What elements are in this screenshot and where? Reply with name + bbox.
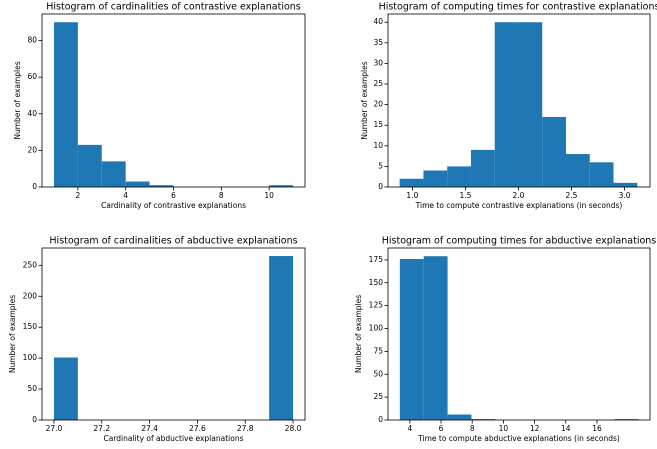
y-tick-label: 125 [369,301,384,310]
x-tick-label: 4 [123,191,128,200]
x-tick-label: 1.0 [406,191,418,200]
bar [399,178,424,187]
bar [471,419,496,420]
y-tick-label: 50 [373,369,383,378]
y-tick-label: 20 [27,145,37,154]
y-tick-label: 200 [23,291,38,300]
x-tick-label: 27.2 [93,424,110,433]
x-tick-label: 12 [530,424,540,433]
y-tick-label: 5 [378,161,383,170]
bar [149,185,174,187]
bar [518,22,543,187]
y-tick-label: 0 [32,415,37,424]
y-tick-label: 40 [27,109,37,118]
x-tick-label: 3.0 [619,191,631,200]
x-tick-label: 14 [561,424,571,433]
bar [269,185,294,187]
bar [101,161,126,187]
y-tick-label: 100 [369,324,384,333]
x-tick-label: 27.6 [189,424,206,433]
bar [589,162,614,187]
y-tick-label: 30 [373,58,383,67]
bar [53,22,78,187]
y-tick-label: 80 [27,36,37,45]
bar [613,182,638,187]
y-axis-label: Number of examples [360,61,369,139]
bar [423,256,448,420]
x-tick-label: 8 [470,424,475,433]
y-axis-label: Number of examples [354,295,363,373]
bar [269,256,294,420]
bar [423,170,448,187]
x-tick-label: 27.0 [46,424,63,433]
y-tick-label: 150 [369,278,384,287]
y-tick-label: 0 [378,415,383,424]
x-tick-label: 10 [264,191,274,200]
axes-frame [41,247,306,421]
x-tick-label: 16 [592,424,602,433]
x-tick-label: 6 [439,424,444,433]
bar [542,116,566,187]
bar [565,154,590,187]
bar [399,258,424,420]
bar [77,144,102,187]
y-tick-label: 50 [27,384,37,393]
chart-title: Histogram of cardinalities of contrastiv… [46,2,301,13]
y-tick-label: 40 [373,17,383,26]
x-tick-label: 1.5 [459,191,471,200]
x-tick-label: 4 [407,424,412,433]
x-axis-label: Time to compute contrastive explanations… [415,201,623,210]
y-tick-label: 0 [32,182,37,191]
bar [125,181,150,187]
x-tick-label: 27.4 [141,424,158,433]
y-tick-label: 150 [23,322,38,331]
y-tick-label: 25 [373,392,383,401]
axes-frame [387,247,651,421]
x-axis-label: Cardinality of abductive explanations [104,434,244,443]
x-tick-label: 2 [75,191,80,200]
x-tick-label: 6 [171,191,176,200]
chart-title: Histogram of computing times for abducti… [382,236,657,247]
y-tick-label: 35 [373,38,383,47]
y-tick-label: 250 [23,260,38,269]
bar [53,357,78,420]
x-tick-label: 28.0 [285,424,302,433]
y-tick-label: 175 [369,255,384,264]
x-tick-label: 8 [219,191,224,200]
y-axis-label: Number of examples [13,61,22,139]
bar [447,414,472,420]
x-tick-label: 27.8 [237,424,254,433]
bar [470,149,495,187]
chart-title: Histogram of computing times for contras… [379,2,657,13]
y-tick-label: 20 [373,100,383,109]
y-tick-label: 25 [373,79,383,88]
x-axis-label: Time to compute abductive explanations (… [417,434,620,443]
y-tick-label: 75 [373,346,383,355]
bar [614,419,639,420]
y-tick-label: 100 [23,353,38,362]
bar [494,22,519,187]
chart-title: Histogram of cardinalities of abductive … [49,236,297,247]
axes-frame [387,13,651,188]
x-tick-label: 2.5 [566,191,578,200]
bar [447,166,471,187]
x-tick-label: 2.0 [513,191,525,200]
x-tick-label: 10 [499,424,509,433]
y-axis-label: Number of examples [8,295,17,373]
x-axis-label: Cardinality of contrastive explanations [101,201,246,210]
y-tick-label: 15 [373,120,383,129]
y-tick-label: 10 [373,141,383,150]
y-tick-label: 60 [27,72,37,81]
y-tick-label: 0 [378,182,383,191]
